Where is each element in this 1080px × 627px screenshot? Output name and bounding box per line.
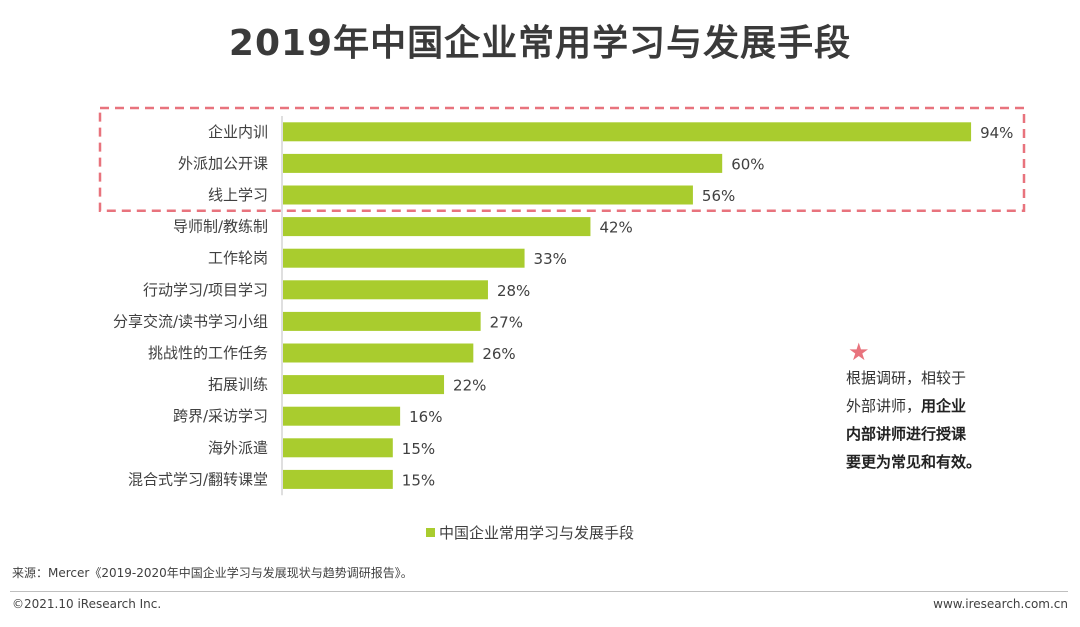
note-line-2-normal: 外部讲师， [846, 397, 922, 415]
data-label: 22% [453, 377, 486, 395]
annotation-note: 根据调研，相较于 外部讲师，用企业 内部讲师进行授课 要更为常见和有效。 [846, 364, 1026, 476]
highlight-box [98, 106, 1026, 213]
bar [283, 406, 401, 426]
source-note: 来源：Mercer《2019-2020年中国企业学习与发展现状与趋势调研报告》。 [12, 566, 413, 580]
note-line-4: 要更为常见和有效。 [846, 453, 982, 471]
bar [283, 248, 525, 268]
chart-title: 2019年中国企业常用学习与发展手段 [228, 23, 852, 64]
data-label: 42% [599, 219, 632, 237]
category-label: 拓展训练 [208, 376, 268, 394]
data-label: 94% [980, 124, 1013, 142]
category-label: 挑战性的工作任务 [148, 344, 268, 362]
data-label: 33% [534, 250, 567, 268]
bar [283, 153, 723, 173]
category-label: 海外派遣 [208, 439, 268, 457]
category-label: 行动学习/项目学习 [143, 281, 268, 299]
data-label: 56% [702, 187, 735, 205]
category-label: 导师制/教练制 [173, 218, 268, 236]
data-label: 28% [497, 282, 530, 300]
bar [283, 343, 474, 363]
note-line-1: 根据调研，相较于 [846, 369, 967, 387]
legend-swatch [426, 528, 435, 537]
category-label: 外派加公开课 [178, 154, 268, 172]
bar [283, 375, 445, 395]
category-label: 分享交流/读书学习小组 [113, 312, 268, 330]
bar [283, 438, 393, 458]
note-line-2-bold: 用企业 [921, 397, 967, 415]
bar [283, 185, 693, 205]
bar-chart: 企业内训 94% 外派加公开课 60% 线上学习 56% 导师制/教练制 42% 工作轮岗 33%… [98, 106, 1026, 496]
category-label: 跨界/采访学习 [173, 407, 268, 425]
category-label: 工作轮岗 [208, 249, 268, 267]
data-label: 27% [490, 313, 523, 331]
category-label: 线上学习 [208, 186, 268, 204]
footer-divider [10, 591, 1068, 592]
bar [283, 469, 393, 489]
category-label: 混合式学习/翻转课堂 [128, 470, 268, 488]
star-icon: ★ [848, 338, 870, 366]
chart-legend: 中国企业常用学习与发展手段 [426, 522, 634, 543]
note-line-2: 外部讲师，用企业 [846, 392, 1026, 420]
copyright: ©2021.10 iResearch Inc. [12, 597, 162, 611]
data-label: 15% [402, 440, 435, 458]
data-label: 16% [409, 408, 442, 426]
category-label: 企业内训 [208, 123, 268, 141]
bar [283, 122, 972, 142]
note-line-3: 内部讲师进行授课 [846, 425, 967, 443]
bar [283, 217, 591, 237]
legend-label: 中国企业常用学习与发展手段 [439, 524, 635, 542]
data-label: 26% [482, 345, 515, 363]
data-label: 60% [731, 155, 764, 173]
bar [283, 280, 488, 300]
bar [283, 311, 481, 331]
data-label: 15% [402, 471, 435, 489]
website-link[interactable]: www.iresearch.com.cn [933, 597, 1068, 611]
